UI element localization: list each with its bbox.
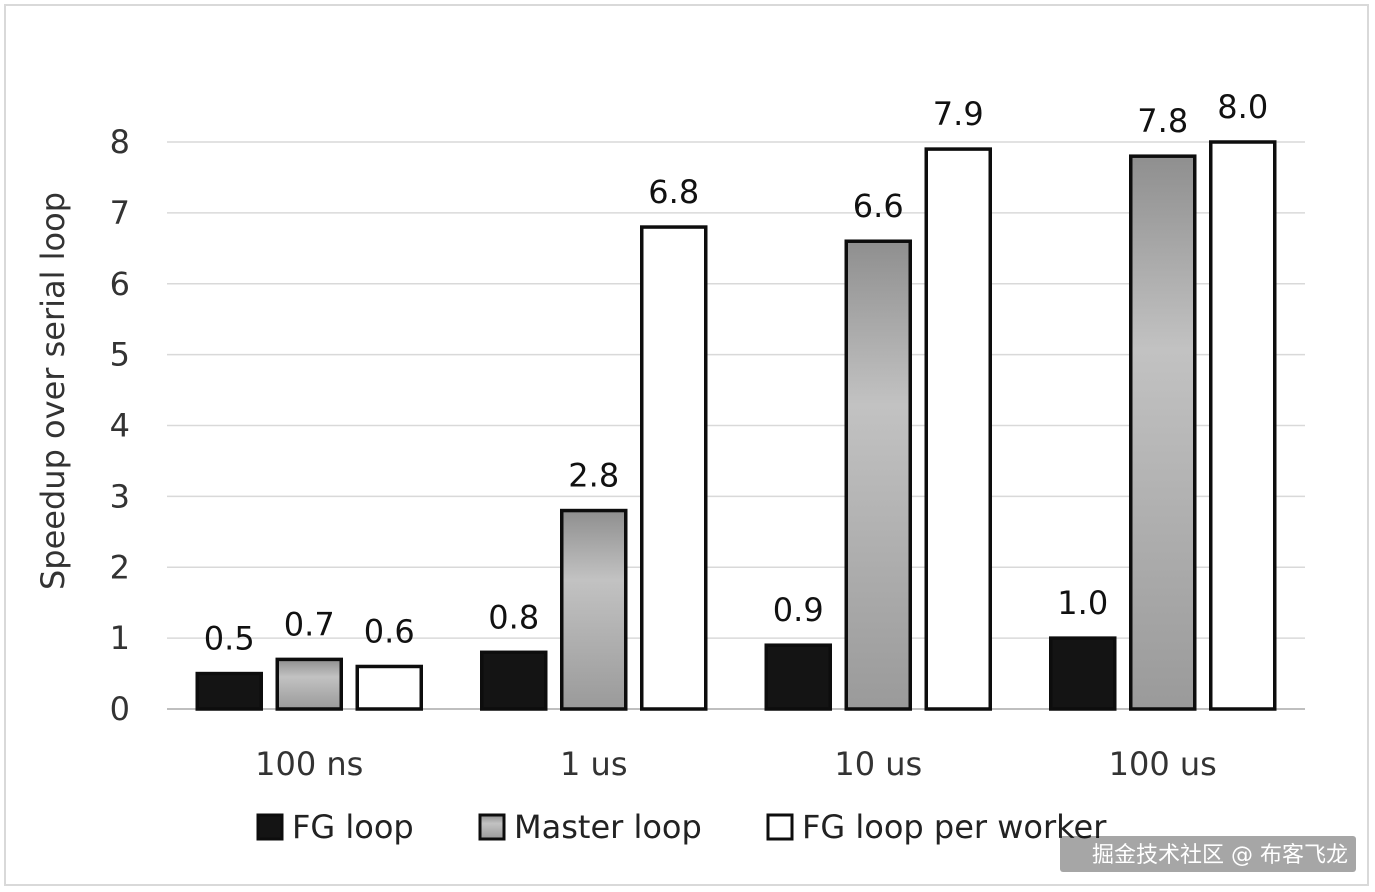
data-label: 0.9 [773, 591, 824, 629]
data-label: 7.8 [1137, 102, 1188, 140]
y-tick-label: 3 [110, 477, 130, 515]
bar-fg-loop-per-worker [640, 225, 708, 711]
y-axis-label: Speedup over serial loop [34, 192, 72, 590]
bar-fg-loop [480, 650, 548, 711]
legend-swatch [766, 813, 794, 841]
data-label: 0.7 [284, 605, 335, 643]
legend-swatch [478, 813, 506, 841]
bar-master-loop [844, 239, 912, 711]
y-tick-label: 8 [110, 123, 130, 161]
y-tick-label: 5 [110, 336, 130, 374]
bar-master-loop [560, 508, 628, 711]
legend-swatch [256, 813, 284, 841]
y-tick-label: 7 [110, 194, 130, 232]
bar-fg-loop [764, 643, 832, 711]
y-tick-label: 4 [110, 407, 130, 445]
y-tick-label: 0 [110, 690, 130, 728]
y-tick-label: 1 [110, 619, 130, 657]
x-tick-label: 100 us [1109, 745, 1217, 783]
data-label: 6.6 [853, 187, 904, 225]
x-tick-labels: 100 ns 1 us 10 us 100 us [255, 745, 1217, 783]
x-tick-label: 100 ns [255, 745, 363, 783]
data-label: 0.8 [488, 598, 539, 636]
watermark: 掘金技术社区 @ 布客飞龙 [1092, 843, 1348, 868]
bars [195, 140, 1277, 711]
data-label: 0.6 [364, 612, 415, 650]
legend-label: FG loop per worker [802, 808, 1107, 846]
bar-fg-loop [195, 671, 263, 711]
y-tick-label: 6 [110, 265, 130, 303]
bar-fg-loop-per-worker [1209, 140, 1277, 711]
bar-fg-loop-per-worker [355, 664, 423, 711]
y-tick-labels: 0 1 2 3 4 5 6 7 8 [110, 123, 130, 728]
data-label: 7.9 [933, 95, 984, 133]
x-tick-label: 1 us [560, 745, 627, 783]
x-tick-label: 10 us [834, 745, 922, 783]
data-labels: 0.5 0.7 0.6 0.8 2.8 6.8 0.9 6.6 7.9 1.0 7.8 8.0 [204, 88, 1268, 658]
data-label: 6.8 [648, 173, 699, 211]
bar-fg-loop [1049, 636, 1117, 711]
watermark-backdrop [1060, 836, 1356, 872]
bar-fg-loop-per-worker [924, 147, 992, 711]
data-label: 1.0 [1057, 584, 1108, 622]
bar-master-loop [275, 657, 343, 711]
data-label: 0.5 [204, 620, 255, 658]
legend-label: Master loop [514, 808, 702, 846]
legend-label: FG loop [292, 808, 414, 846]
legend: FG loop Master loop FG loop per worker [256, 808, 1107, 846]
y-tick-label: 2 [110, 548, 130, 586]
bar-master-loop [1129, 154, 1197, 711]
data-label: 2.8 [568, 457, 619, 495]
data-label: 8.0 [1217, 88, 1268, 126]
